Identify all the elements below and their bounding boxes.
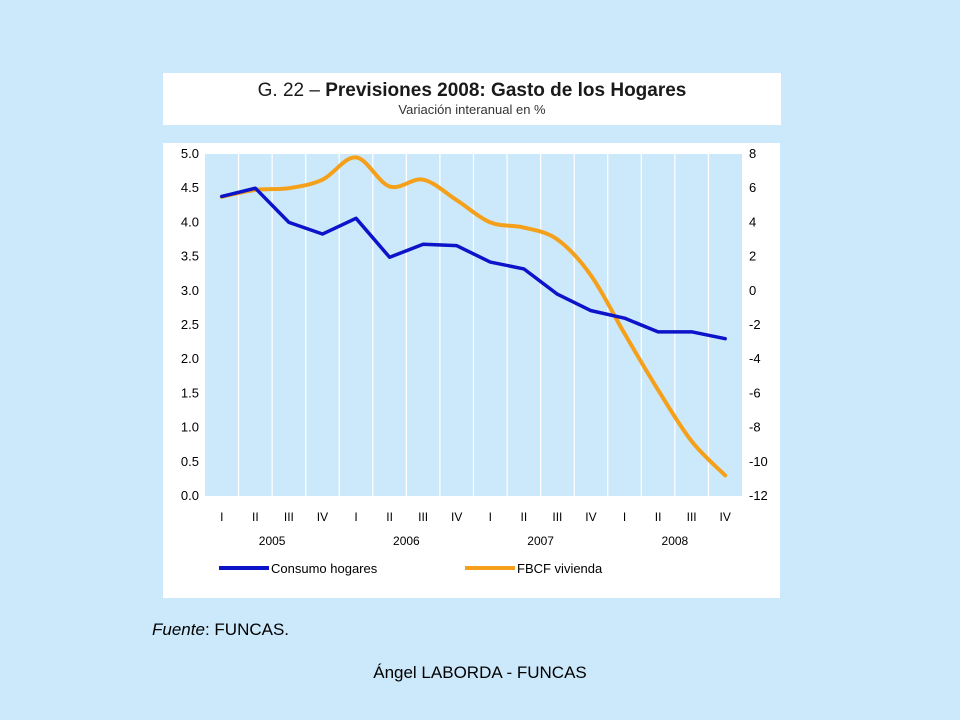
right-axis-tick-label: 2 bbox=[749, 249, 756, 264]
chart-subtitle: Variación interanual en % bbox=[398, 102, 546, 117]
x-axis-tick-label: II bbox=[521, 510, 528, 524]
left-axis-tick-label: 0.5 bbox=[181, 454, 199, 469]
right-axis-tick-label: 6 bbox=[749, 180, 756, 195]
x-axis-tick-label: II bbox=[655, 510, 662, 524]
x-axis-tick-label: I bbox=[623, 510, 626, 524]
x-axis-tick-label: I bbox=[354, 510, 357, 524]
right-axis-tick-label: 4 bbox=[749, 214, 756, 229]
x-axis-year-label: 2007 bbox=[527, 534, 554, 548]
source-value: FUNCAS. bbox=[214, 620, 290, 639]
x-axis-tick-label: II bbox=[252, 510, 259, 524]
left-axis-tick-label: 2.0 bbox=[181, 351, 199, 366]
x-axis-year-label: 2006 bbox=[393, 534, 420, 548]
left-axis-tick-label: 4.0 bbox=[181, 214, 199, 229]
source-label: Fuente bbox=[152, 620, 205, 639]
x-axis-year-label: 2005 bbox=[259, 534, 286, 548]
left-axis-tick-label: 1.0 bbox=[181, 420, 199, 435]
right-axis-tick-label: -2 bbox=[749, 317, 761, 332]
right-axis-tick-label: -4 bbox=[749, 351, 761, 366]
right-axis-tick-label: -10 bbox=[749, 454, 768, 469]
right-axis-tick-label: -12 bbox=[749, 488, 768, 503]
series-line-consumo-hogares bbox=[220, 186, 727, 341]
x-axis-year-label: 2008 bbox=[662, 534, 689, 548]
left-axis-tick-label: 3.5 bbox=[181, 249, 199, 264]
x-axis-tick-label: III bbox=[552, 510, 562, 524]
chart-title-prefix: G. 22 – bbox=[257, 80, 320, 101]
left-axis-tick-label: 3.0 bbox=[181, 283, 199, 298]
chart-panel: 0.0 0.5 1.0 1.5 2.0 2.5 3.0 3.5 4.0 4.5 5.0 -12 -10 -… bbox=[163, 143, 780, 598]
x-axis-tick-label: IV bbox=[720, 510, 731, 524]
line-chart: 0.0 0.5 1.0 1.5 2.0 2.5 3.0 3.5 4.0 4.5 5.0 -12 -10 -… bbox=[181, 146, 768, 576]
source-separator: : bbox=[204, 620, 210, 639]
x-axis-tick-label: I bbox=[220, 510, 223, 524]
legend-label-consumo-hogares: Consumo hogares bbox=[271, 561, 378, 576]
chart-title-box: G. 22 – Previsiones 2008: Gasto de los H… bbox=[163, 73, 781, 125]
right-axis-tick-label: 0 bbox=[749, 283, 756, 298]
x-axis-tick-label: I bbox=[489, 510, 492, 524]
x-axis-tick-label: III bbox=[284, 510, 294, 524]
left-axis-tick-label: 1.5 bbox=[181, 385, 199, 400]
left-axis-tick-label: 4.5 bbox=[181, 180, 199, 195]
series-line-fbcf-vivienda bbox=[219, 155, 728, 478]
x-axis-tick-label: III bbox=[418, 510, 428, 524]
x-axis-tick-label: II bbox=[386, 510, 393, 524]
x-axis-tick-label: III bbox=[687, 510, 697, 524]
left-axis-tick-label: 0.0 bbox=[181, 488, 199, 503]
source-note: Fuente: FUNCAS. bbox=[152, 620, 289, 640]
left-axis-tick-label: 2.5 bbox=[181, 317, 199, 332]
chart-title-main: Previsiones 2008: Gasto de los Hogares bbox=[325, 80, 687, 101]
x-axis-tick-label: IV bbox=[317, 510, 328, 524]
legend-label-fbcf-vivienda: FBCF vivienda bbox=[517, 561, 603, 576]
chart-title: G. 22 – Previsiones 2008: Gasto de los H… bbox=[163, 80, 781, 102]
x-axis-tick-label: IV bbox=[451, 510, 462, 524]
footer-credit: Ángel LABORDA - FUNCAS bbox=[373, 663, 587, 682]
right-axis-tick-label: -6 bbox=[749, 385, 761, 400]
right-axis-tick-label: 8 bbox=[749, 146, 756, 161]
right-axis-tick-label: -8 bbox=[749, 420, 761, 435]
x-axis-tick-label: IV bbox=[585, 510, 596, 524]
left-axis-tick-label: 5.0 bbox=[181, 146, 199, 161]
